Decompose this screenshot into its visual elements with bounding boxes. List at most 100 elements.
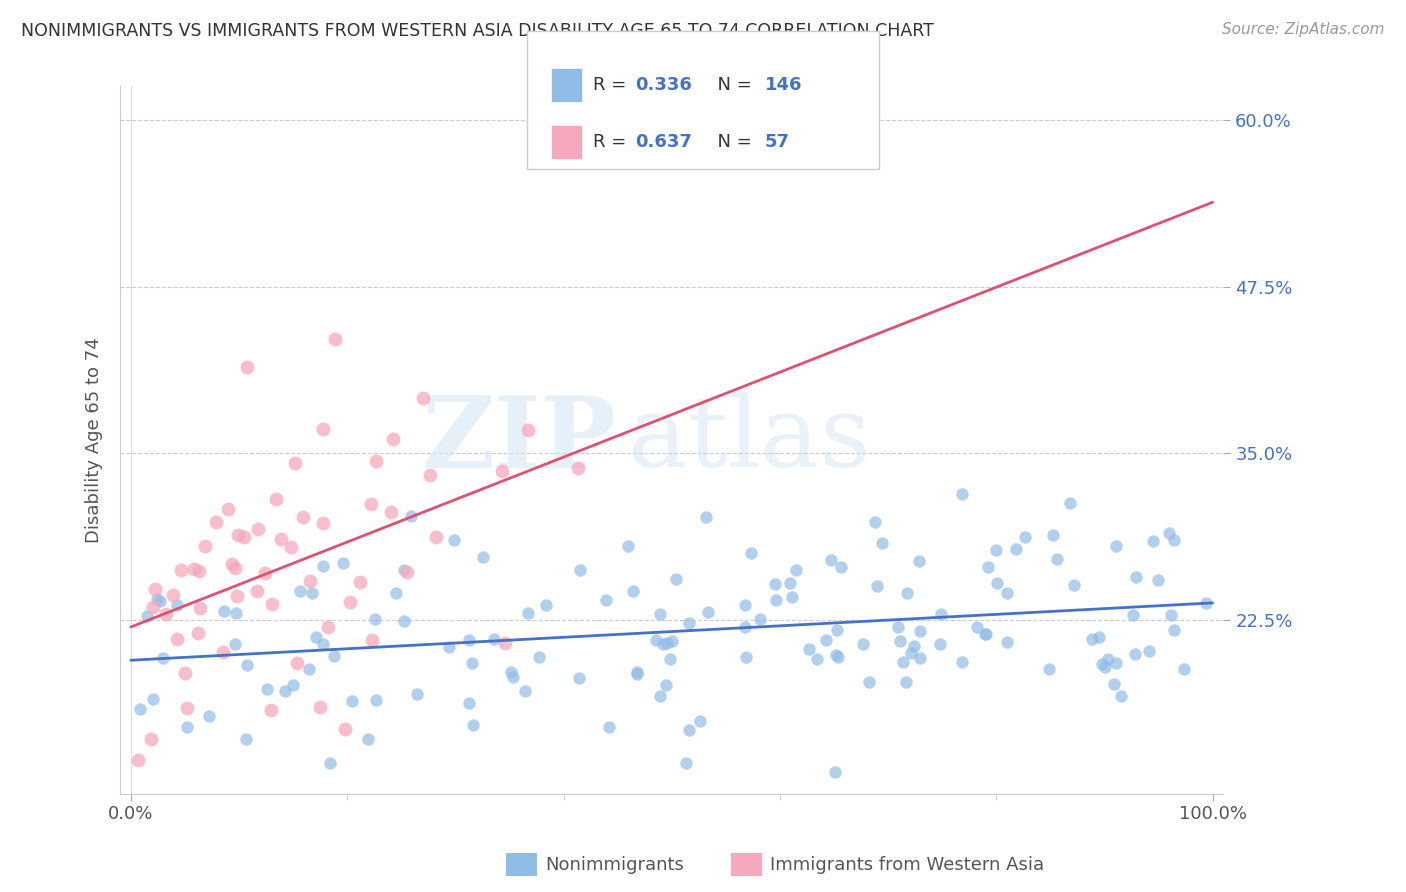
Point <box>155 607 177 621</box>
Point <box>1123 647 1146 661</box>
Point <box>984 543 1007 558</box>
Point <box>283 678 305 692</box>
Point <box>298 574 321 589</box>
Point <box>865 579 887 593</box>
Point <box>247 522 270 536</box>
Point <box>484 632 506 646</box>
Point <box>439 640 461 654</box>
Point <box>830 559 852 574</box>
Point <box>332 557 354 571</box>
Point <box>285 656 308 670</box>
Point <box>929 607 952 621</box>
Point <box>1157 526 1180 541</box>
Point <box>364 693 387 707</box>
Point <box>655 678 678 692</box>
Text: 57: 57 <box>765 133 790 151</box>
Point <box>675 756 697 771</box>
Point <box>270 532 292 546</box>
Point <box>395 565 418 579</box>
Point <box>907 554 929 568</box>
Point <box>335 722 357 736</box>
Point <box>908 650 931 665</box>
Point <box>253 566 276 581</box>
Point <box>517 423 540 437</box>
Point <box>1163 623 1185 637</box>
Point <box>174 666 197 681</box>
Point <box>152 651 174 665</box>
Point <box>262 597 284 611</box>
Point <box>349 574 371 589</box>
Text: NONIMMIGRANTS VS IMMIGRANTS FROM WESTERN ASIA DISABILITY AGE 65 TO 74 CORRELATIO: NONIMMIGRANTS VS IMMIGRANTS FROM WESTERN… <box>21 22 934 40</box>
Point <box>323 649 346 664</box>
Point <box>763 577 786 591</box>
Point <box>740 546 762 560</box>
Point <box>166 598 188 612</box>
Point <box>858 674 880 689</box>
Text: 0.336: 0.336 <box>636 76 692 94</box>
Point <box>187 626 209 640</box>
Point <box>734 650 756 665</box>
Point <box>224 561 246 575</box>
Text: R =: R = <box>593 133 633 151</box>
Point <box>513 684 536 698</box>
Point <box>893 655 915 669</box>
Point <box>381 432 404 446</box>
Point <box>502 670 524 684</box>
Point <box>889 633 911 648</box>
Point <box>910 624 932 639</box>
Point <box>896 585 918 599</box>
Point <box>896 674 918 689</box>
Text: N =: N = <box>706 76 758 94</box>
Point <box>443 533 465 547</box>
Text: Source: ZipAtlas.com: Source: ZipAtlas.com <box>1222 22 1385 37</box>
Point <box>852 637 875 651</box>
Point <box>141 731 163 746</box>
Point <box>312 422 335 436</box>
Point <box>1105 539 1128 553</box>
Point <box>1081 632 1104 646</box>
Point <box>1046 552 1069 566</box>
Point <box>661 633 683 648</box>
Point <box>491 464 513 478</box>
Point <box>567 461 589 475</box>
Point <box>166 632 188 647</box>
Point <box>392 614 415 628</box>
Point <box>385 586 408 600</box>
Point <box>274 683 297 698</box>
Point <box>626 667 648 681</box>
Point <box>665 572 688 586</box>
Point <box>356 731 378 746</box>
Point <box>472 549 495 564</box>
Point <box>136 609 159 624</box>
Point <box>1160 608 1182 623</box>
Point <box>527 649 550 664</box>
Text: 0.637: 0.637 <box>636 133 692 151</box>
Point <box>779 575 801 590</box>
Point <box>361 633 384 648</box>
Point <box>689 714 711 728</box>
Point <box>142 692 165 706</box>
Point <box>995 585 1018 599</box>
Point <box>814 632 837 647</box>
Point <box>651 637 673 651</box>
Point <box>312 559 335 574</box>
Point <box>235 359 257 374</box>
Point <box>212 604 235 618</box>
Point <box>366 454 388 468</box>
Point <box>266 492 288 507</box>
Point <box>1122 608 1144 623</box>
Point <box>797 641 820 656</box>
Point <box>225 607 247 621</box>
Point <box>1014 530 1036 544</box>
Point <box>501 665 523 680</box>
Point <box>870 535 893 549</box>
Text: Nonimmigrants: Nonimmigrants <box>546 856 685 874</box>
Point <box>825 648 848 663</box>
Point <box>260 703 283 717</box>
Point <box>246 583 269 598</box>
Point <box>392 563 415 577</box>
Point <box>235 732 257 747</box>
Point <box>616 540 638 554</box>
Point <box>749 612 772 626</box>
Point <box>256 682 278 697</box>
